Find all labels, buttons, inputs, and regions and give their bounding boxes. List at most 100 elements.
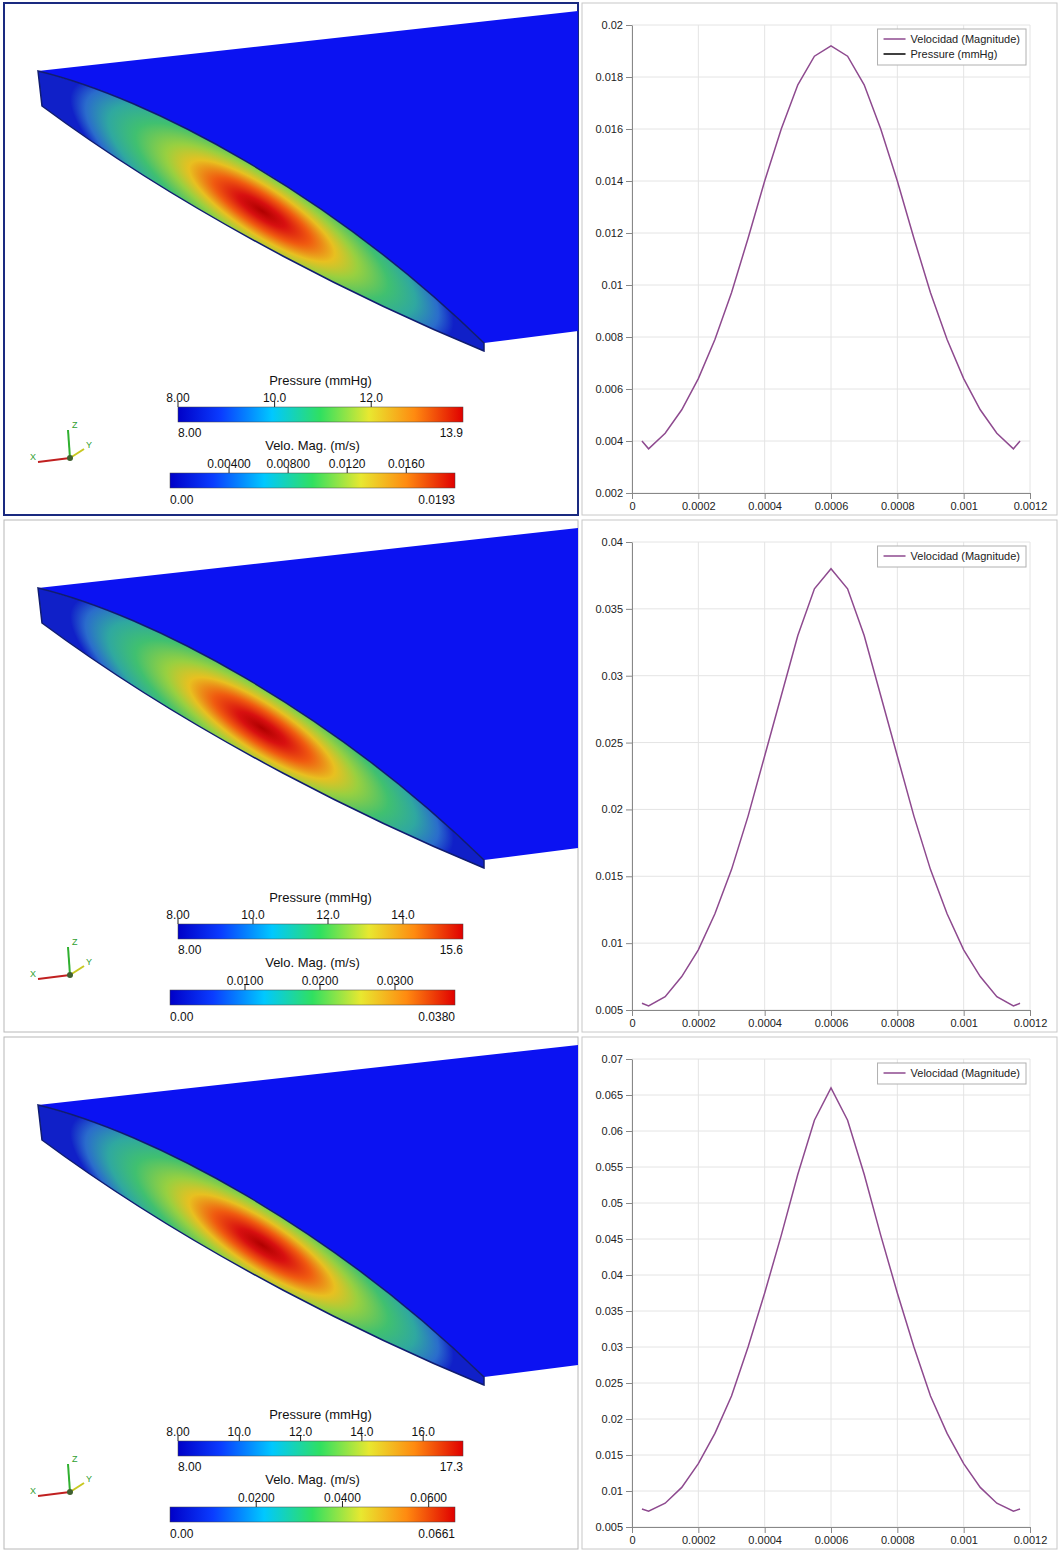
tick: 0.015 bbox=[595, 1449, 632, 1461]
colorbar-title: Velo. Mag. (m/s) bbox=[265, 438, 360, 453]
tick-label: 0.0012 bbox=[1014, 1017, 1048, 1029]
plot-area bbox=[642, 569, 1020, 1006]
tick-label: 0.015 bbox=[595, 1449, 623, 1461]
grid-line bbox=[632, 1167, 1030, 1168]
y-axis: 0.0050.010.0150.020.0250.030.0350.040.04… bbox=[595, 1053, 632, 1533]
colorbar-title: Velo. Mag. (m/s) bbox=[265, 1472, 360, 1487]
triad-axis bbox=[38, 458, 70, 462]
chart-panel: 00.00020.00040.00060.00080.0010.00120.00… bbox=[582, 3, 1057, 515]
panel-frame bbox=[4, 1037, 578, 1549]
tick: 0.06 bbox=[602, 1125, 632, 1137]
colorbar-tick-label: 0.00800 bbox=[266, 457, 310, 471]
tick-mark bbox=[626, 1131, 632, 1132]
tick-label: 0.002 bbox=[595, 487, 623, 499]
tick-label: 0.07 bbox=[602, 1053, 623, 1065]
tick: 0.001 bbox=[950, 1527, 978, 1546]
tick-label: 0.0006 bbox=[815, 500, 849, 512]
plot-area bbox=[642, 1088, 1020, 1511]
colorbar-min-label: 8.00 bbox=[178, 426, 202, 440]
grid-line bbox=[632, 129, 1030, 130]
tick-mark bbox=[626, 1491, 632, 1492]
legend: Velocidad (Magnitude) bbox=[878, 1063, 1026, 1084]
grid-line bbox=[963, 1059, 964, 1527]
tick: 0.0006 bbox=[815, 1527, 849, 1546]
legend-swatch bbox=[884, 38, 906, 40]
tick: 0.002 bbox=[595, 487, 632, 499]
tick: 0.035 bbox=[595, 1305, 632, 1317]
chart-frame bbox=[582, 3, 1057, 515]
tick-label: 0.005 bbox=[595, 1004, 623, 1016]
colorbar-tick-label: 12.0 bbox=[360, 391, 384, 405]
legend-swatch bbox=[884, 555, 906, 557]
tick-mark bbox=[626, 1095, 632, 1096]
grid-line bbox=[632, 1311, 1030, 1312]
triad-label: Y bbox=[86, 440, 92, 450]
grid-line bbox=[632, 441, 1030, 442]
grid-line bbox=[632, 542, 1030, 543]
tick-label: 0.0006 bbox=[815, 1017, 849, 1029]
tick-mark bbox=[632, 493, 633, 499]
legend: Velocidad (Magnitude) Pressure (mmHg) bbox=[878, 29, 1026, 65]
colorbar-max-label: 13.9 bbox=[440, 426, 464, 440]
x-axis: 00.00020.00040.00060.00080.0010.0012 bbox=[629, 493, 1047, 512]
tick: 0.005 bbox=[595, 1004, 632, 1016]
tick-mark bbox=[626, 1010, 632, 1011]
tick: 0.025 bbox=[595, 1377, 632, 1389]
axis-line bbox=[632, 543, 633, 1011]
legend-item: Velocidad (Magnitude) bbox=[884, 33, 1020, 45]
colorbar: Pressure (mmHg)8.0010.012.014.08.0015.6 bbox=[166, 890, 463, 957]
tick: 0.0012 bbox=[1014, 493, 1048, 512]
tick-mark bbox=[1030, 493, 1031, 499]
tick-label: 0.014 bbox=[595, 175, 623, 187]
tick: 0.01 bbox=[602, 279, 632, 291]
tick-label: 0.025 bbox=[595, 737, 623, 749]
grid-line bbox=[831, 1059, 832, 1527]
colorbar-tick-label: 0.0300 bbox=[377, 974, 414, 988]
legend-swatch bbox=[884, 1072, 906, 1074]
triad-axis bbox=[38, 975, 70, 979]
tick: 0.004 bbox=[595, 435, 632, 447]
tick: 0.0004 bbox=[748, 1527, 782, 1546]
tick-label: 0.015 bbox=[595, 870, 623, 882]
tick-label: 0.02 bbox=[602, 19, 623, 31]
grid-line bbox=[1030, 25, 1031, 493]
tick-label: 0.02 bbox=[602, 1413, 623, 1425]
tick: 0.0006 bbox=[815, 1010, 849, 1029]
tick-label: 0.012 bbox=[595, 227, 623, 239]
tick: 0.065 bbox=[595, 1089, 632, 1101]
triad-label: Z bbox=[72, 1454, 78, 1464]
legend: Velocidad (Magnitude) bbox=[878, 546, 1026, 567]
colorbar-max-label: 17.3 bbox=[440, 1460, 464, 1474]
tick-label: 0.0012 bbox=[1014, 1534, 1048, 1546]
legend-item: Velocidad (Magnitude) bbox=[884, 550, 1020, 562]
legend-box bbox=[878, 546, 1026, 567]
tick-label: 0.0008 bbox=[881, 1534, 915, 1546]
grid-line bbox=[632, 1347, 1030, 1348]
tick-mark bbox=[831, 1010, 832, 1016]
grid-line bbox=[764, 542, 765, 1010]
tick-mark bbox=[626, 1275, 632, 1276]
triad-label: Y bbox=[86, 1474, 92, 1484]
colorbar-tick-label: 16.0 bbox=[411, 1425, 435, 1439]
tick-label: 0.0004 bbox=[748, 500, 782, 512]
colorbar-min-label: 8.00 bbox=[178, 943, 202, 957]
grid-line bbox=[632, 542, 633, 1010]
tick-label: 0.01 bbox=[602, 1485, 623, 1497]
tick-mark bbox=[626, 1383, 632, 1384]
tick-mark bbox=[765, 1527, 766, 1533]
tick: 0.0002 bbox=[682, 1010, 716, 1029]
tick-label: 0.0008 bbox=[881, 500, 915, 512]
y-axis: 0.0050.010.0150.020.0250.030.0350.04 bbox=[595, 536, 632, 1016]
legend-label: Pressure (mmHg) bbox=[911, 48, 998, 60]
grid-line bbox=[632, 233, 1030, 234]
chart-panel: 00.00020.00040.00060.00080.0010.00120.00… bbox=[582, 1037, 1057, 1549]
tick-mark bbox=[626, 1527, 632, 1528]
colorbar-tick-label: 8.00 bbox=[166, 1425, 190, 1439]
tick: 0.001 bbox=[950, 1010, 978, 1029]
tick-mark bbox=[626, 77, 632, 78]
tick: 0.0008 bbox=[881, 1010, 915, 1029]
tick-mark bbox=[698, 1527, 699, 1533]
tick-mark bbox=[626, 876, 632, 877]
tick: 0.0002 bbox=[682, 1527, 716, 1546]
colorbar-tick-label: 10.0 bbox=[241, 908, 265, 922]
